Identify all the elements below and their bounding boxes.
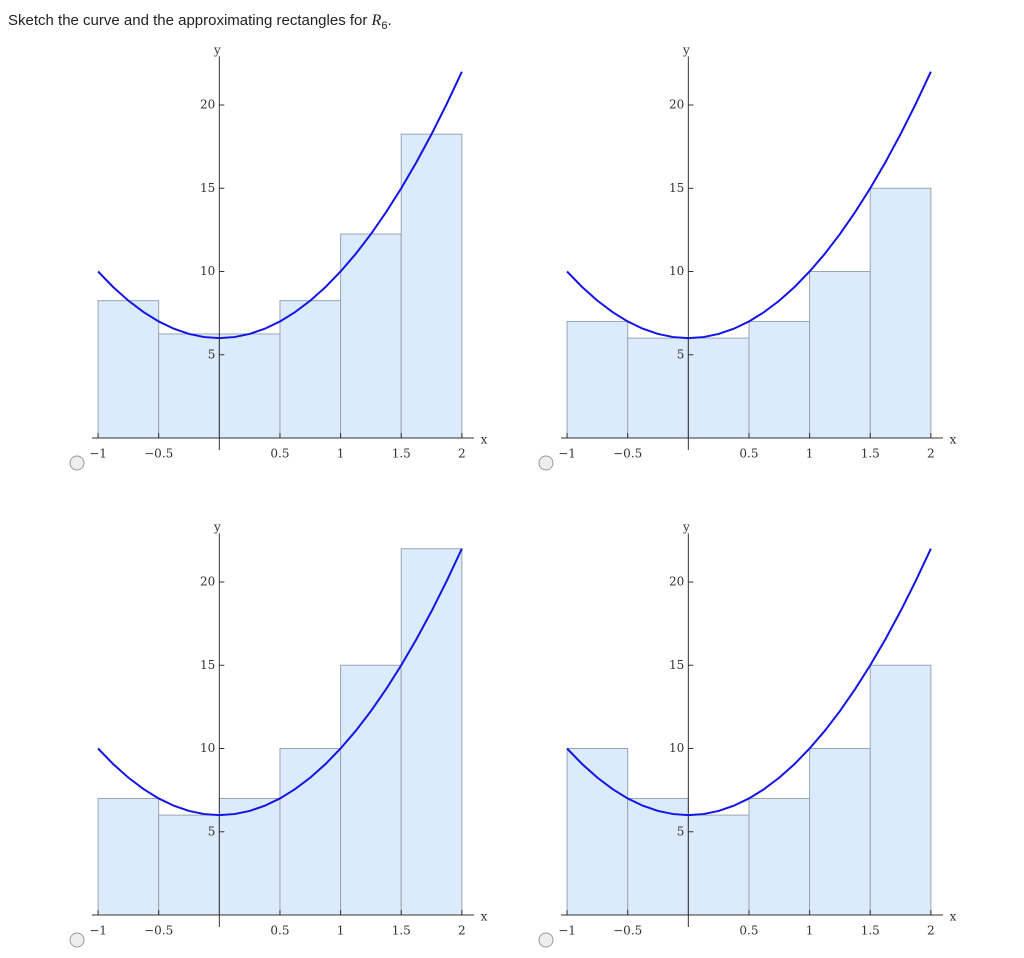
y-tick-label: 5 xyxy=(208,824,216,838)
y-axis-label: y xyxy=(682,520,690,534)
x-tick-label: 1.5 xyxy=(861,924,880,938)
x-tick-label: −1 xyxy=(558,447,576,461)
rectangle xyxy=(627,337,689,439)
question: Sketch the curve and the approximating r… xyxy=(8,12,392,32)
radio-button[interactable] xyxy=(538,455,554,471)
y-tick-label: 5 xyxy=(208,347,216,361)
x-tick-label: 0.5 xyxy=(739,924,758,938)
question-sub: 6 xyxy=(381,20,388,32)
rectangle xyxy=(97,300,160,439)
rectangle xyxy=(158,333,220,439)
rectangle xyxy=(218,333,281,439)
rectangle xyxy=(627,797,689,916)
x-tick-label: 1 xyxy=(337,924,345,938)
y-tick-label: 5 xyxy=(677,347,685,361)
rectangle xyxy=(687,814,750,916)
rectangle xyxy=(809,271,871,439)
y-tick-label: 20 xyxy=(669,575,684,589)
x-tick-label: 1 xyxy=(806,447,814,461)
x-axis-label: x xyxy=(481,910,488,924)
rectangle xyxy=(97,797,160,916)
x-tick-label: 1.5 xyxy=(861,447,880,461)
radio-button[interactable] xyxy=(69,455,85,471)
rectangle xyxy=(748,797,811,916)
y-tick-label: 10 xyxy=(669,264,684,278)
curve xyxy=(566,71,932,340)
curve xyxy=(97,71,463,340)
rectangle xyxy=(869,187,932,439)
rectangle xyxy=(400,133,463,439)
y-tick-label: 10 xyxy=(669,741,684,755)
x-tick-label: 0.5 xyxy=(270,924,289,938)
x-axis-label: x xyxy=(481,433,488,447)
y-tick-label: 15 xyxy=(669,181,684,195)
x-tick-label: −0.5 xyxy=(613,447,642,461)
rectangle xyxy=(400,548,463,916)
x-tick-label: 2 xyxy=(458,447,466,461)
x-axis-label: x xyxy=(950,910,957,924)
x-tick-label: 1.5 xyxy=(392,924,411,938)
question-var: R xyxy=(371,12,382,29)
question-text: Sketch the curve and the approximating r… xyxy=(8,12,372,29)
question-end: . xyxy=(387,12,392,29)
rectangle xyxy=(748,320,811,439)
y-tick-label: 15 xyxy=(200,181,215,195)
y-tick-label: 20 xyxy=(669,98,684,112)
radio-button[interactable] xyxy=(538,932,554,948)
radio-button[interactable] xyxy=(69,932,85,948)
y-tick-label: 20 xyxy=(200,98,215,112)
y-tick-label: 15 xyxy=(669,658,684,672)
y-tick-label: 20 xyxy=(200,575,215,589)
x-tick-label: 2 xyxy=(458,924,466,938)
x-tick-label: 1 xyxy=(337,447,345,461)
x-tick-label: 1 xyxy=(806,924,814,938)
rectangle xyxy=(279,748,342,916)
x-tick-label: 1.5 xyxy=(392,447,411,461)
x-axis-label: x xyxy=(950,433,957,447)
rectangle xyxy=(218,797,281,916)
rectangle xyxy=(566,748,629,916)
x-tick-label: −0.5 xyxy=(144,924,173,938)
rectangle xyxy=(687,337,750,439)
x-tick-label: 0.5 xyxy=(739,447,758,461)
y-tick-label: 10 xyxy=(200,741,215,755)
rectangle xyxy=(340,664,402,916)
x-tick-label: −1 xyxy=(558,924,576,938)
y-axis-label: y xyxy=(213,43,221,57)
y-tick-label: 5 xyxy=(677,824,685,838)
x-tick-label: 2 xyxy=(927,924,935,938)
x-tick-label: 0.5 xyxy=(270,447,289,461)
y-axis-label: y xyxy=(213,520,221,534)
curve xyxy=(566,548,932,817)
rectangle xyxy=(809,748,871,916)
curve xyxy=(97,548,463,817)
x-tick-label: −0.5 xyxy=(613,924,642,938)
x-tick-label: 2 xyxy=(927,447,935,461)
x-tick-label: −0.5 xyxy=(144,447,173,461)
y-tick-label: 10 xyxy=(200,264,215,278)
rectangle xyxy=(340,233,402,439)
rectangle xyxy=(869,664,932,916)
x-tick-label: −1 xyxy=(89,924,107,938)
y-tick-label: 15 xyxy=(200,658,215,672)
rectangle xyxy=(279,300,342,439)
y-axis-label: y xyxy=(682,43,690,57)
rectangle xyxy=(566,320,629,439)
x-tick-label: −1 xyxy=(89,447,107,461)
